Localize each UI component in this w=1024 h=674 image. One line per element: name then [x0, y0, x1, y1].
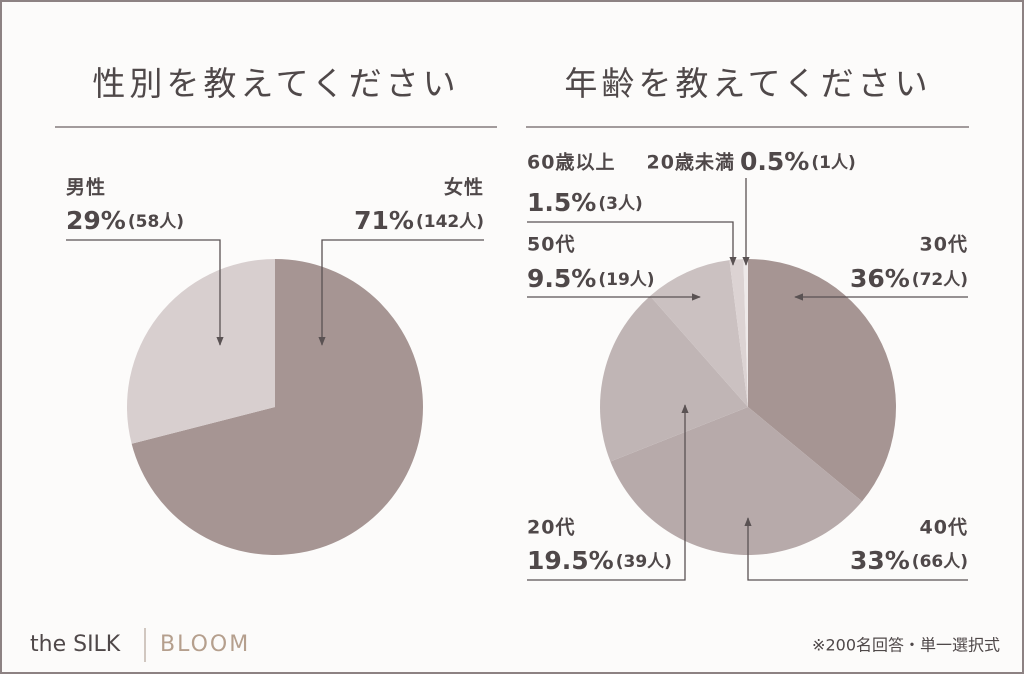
count-label: (3人)	[598, 194, 642, 214]
pie-slice	[600, 295, 748, 462]
category-label: 20歳未満	[647, 151, 735, 174]
value-label: 29%	[66, 206, 126, 235]
value-label: 0.5%	[740, 147, 809, 176]
pie-slice	[748, 259, 896, 502]
pie-slice	[610, 407, 863, 555]
category-label: 60歳以上	[527, 152, 615, 174]
value-label: 33%	[850, 546, 910, 575]
data-label: 1.5% (3人)	[527, 188, 643, 217]
value-label: 1.5%	[527, 188, 596, 217]
brand: the SILK	[30, 632, 121, 657]
leader-line	[527, 404, 689, 581]
data-label: 36% (72人)	[850, 264, 968, 293]
category-label: 女性	[444, 176, 484, 199]
leader-line	[66, 239, 224, 346]
category-label: 20代	[527, 517, 575, 539]
data-label: 19.5% (39人)	[527, 546, 672, 575]
category-label: 男性	[66, 176, 106, 199]
data-label: 0.5% (1人)	[740, 147, 856, 176]
leader-line	[527, 221, 737, 266]
pie-slice	[131, 259, 423, 555]
data-label: 9.5% (19人)	[527, 264, 655, 293]
count-label: (19人)	[598, 270, 654, 290]
leader-line	[318, 239, 484, 346]
category-label: 30代	[920, 234, 968, 256]
count-label: (72人)	[912, 270, 968, 290]
count-label: (39人)	[616, 552, 672, 572]
chart-title: 性別を教えてください	[92, 64, 459, 103]
value-label: 36%	[850, 264, 910, 293]
sub-brand: BLOOM	[160, 632, 250, 657]
count-label: (66人)	[912, 552, 968, 572]
category-label: 50代	[527, 234, 575, 256]
data-label: 71% (142人)	[354, 206, 484, 235]
pie-slice	[126, 259, 275, 444]
category-label: 40代	[920, 517, 968, 539]
chart-title: 年齢を教えてください	[564, 64, 931, 103]
count-label: (142人)	[416, 212, 484, 232]
pie-slice	[743, 259, 748, 407]
count-label: (1人)	[811, 153, 855, 173]
leader-line	[744, 517, 968, 581]
value-label: 9.5%	[527, 264, 596, 293]
data-label: 29% (58人)	[66, 206, 184, 235]
value-label: 71%	[354, 206, 414, 235]
value-label: 19.5%	[527, 546, 614, 575]
data-label: 33% (66人)	[850, 546, 968, 575]
count-label: (58人)	[128, 212, 184, 232]
pie-slice	[729, 259, 748, 407]
footnote: ※200名回答・単一選択式	[812, 636, 1000, 655]
